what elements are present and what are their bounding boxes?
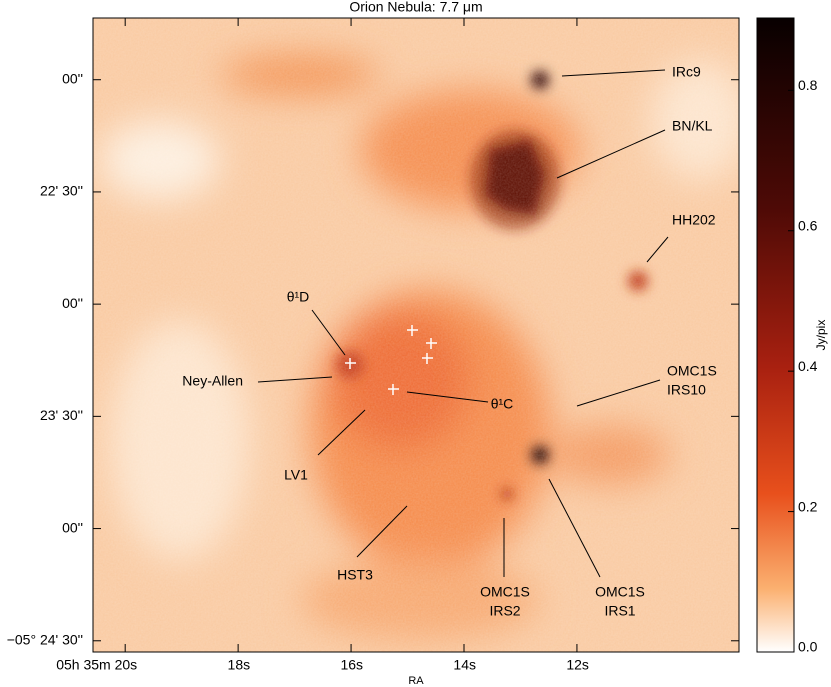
colorbar-tick-label: 0.4 <box>798 358 818 374</box>
y-tick-label: 00'' <box>62 70 83 86</box>
annotation-label: OMC1S <box>480 584 530 600</box>
colorbar-tick-label: 0.8 <box>798 77 818 93</box>
annotation-label: IRc9 <box>672 64 701 80</box>
annotation-leader <box>406 391 489 403</box>
y-tick-label: 00'' <box>62 295 83 311</box>
annotation-leader <box>311 309 346 356</box>
x-tick-label: 14s <box>453 657 476 673</box>
annotation-label: IRS2 <box>489 603 520 619</box>
colorbar <box>756 17 795 653</box>
annotation-label: Ney-Allen <box>182 373 243 389</box>
y-tick-label: 00'' <box>62 519 83 535</box>
annotation-leader <box>317 409 366 456</box>
y-tick-label: 22' 30'' <box>40 183 83 199</box>
colorbar-label: Jy/pix <box>814 320 828 351</box>
annotation-leader <box>561 69 666 77</box>
plot-frame <box>92 17 740 653</box>
annotation-leader <box>257 376 333 383</box>
annotation-label: BN/KL <box>672 118 713 134</box>
x-tick-label: 05h 35m 20s <box>56 657 137 673</box>
colorbar-tick-label: 0.6 <box>798 217 818 233</box>
chart-title: Orion Nebula: 7.7 μm <box>349 0 482 15</box>
colorbar-tick-label: 0.2 <box>798 498 818 514</box>
x-tick-label: 16s <box>340 657 363 673</box>
annotation-leader <box>548 478 601 578</box>
annotation-leader <box>576 379 661 407</box>
nebula-image <box>93 18 739 652</box>
annotation-label: IRS10 <box>667 382 706 398</box>
y-tick-label: −05° 24' 30'' <box>7 631 83 647</box>
x-tick-label: 18s <box>228 657 251 673</box>
y-tick-label: 23' 30'' <box>40 407 83 423</box>
annotation-label: OMC1S <box>595 584 645 600</box>
colorbar-tick-label: 0.0 <box>798 639 818 655</box>
annotation-leader <box>356 505 408 558</box>
annotation-leader <box>646 236 669 263</box>
x-tick-label: 12s <box>566 657 589 673</box>
annotation-label: θ¹C <box>491 396 514 412</box>
x-axis-label: RA <box>408 675 424 687</box>
annotation-label: HST3 <box>337 567 373 583</box>
annotation-label: OMC1S <box>667 363 717 379</box>
annotation-leader <box>556 129 666 179</box>
annotation-label: LV1 <box>284 467 308 483</box>
annotation-label: HH202 <box>672 212 716 228</box>
annotation-label: θ¹D <box>287 289 310 305</box>
annotation-label: IRS1 <box>604 603 635 619</box>
